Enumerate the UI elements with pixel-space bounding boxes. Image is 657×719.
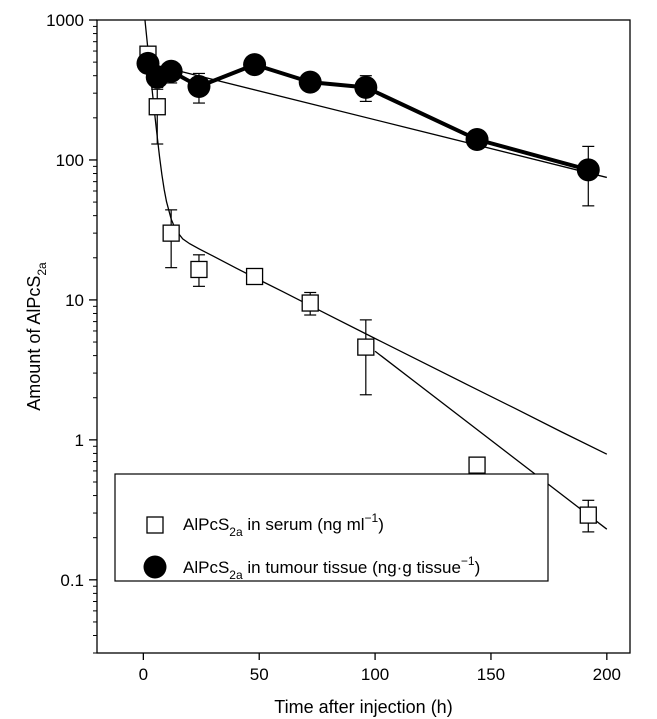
serum-point <box>468 456 486 474</box>
x-tick-label: 150 <box>477 665 505 684</box>
tumour-point <box>576 158 600 182</box>
y-axis-title: Amount of AlPcS2a <box>24 262 49 411</box>
tumour-point <box>298 70 322 94</box>
x-tick-label: 100 <box>361 665 389 684</box>
y-tick-label: 0.1 <box>60 571 84 590</box>
x-tick-label: 0 <box>139 665 148 684</box>
legend-marker-filled-circle <box>143 555 167 579</box>
legend-label-serum: AlPcS2a in serum (ng ml−1) <box>183 511 384 539</box>
serum-point <box>579 506 597 524</box>
data-markers <box>136 45 600 533</box>
serum-point <box>245 267 264 286</box>
legend-marker-open-square <box>146 516 164 534</box>
serum-fit-curve <box>144 20 608 455</box>
serum-point <box>162 224 180 242</box>
x-axis: 0 50 100 150 200 <box>139 653 621 684</box>
legend-label-tumour: AlPcS2a in tumour tissue (ng·g tissue−1) <box>183 554 480 582</box>
legend: AlPcS2a in serum (ng ml−1) AlPcS2a in tu… <box>114 473 549 582</box>
y-axis: 0.1 1 10 100 1000 <box>46 11 97 654</box>
y-tick-label: 1000 <box>46 11 84 30</box>
legend-box <box>114 473 549 582</box>
y-tick-label: 100 <box>56 151 84 170</box>
legend-entry-tumour: AlPcS2a in tumour tissue (ng·g tissue−1) <box>143 554 480 582</box>
plot-area <box>96 19 631 654</box>
legend-entry-serum: AlPcS2a in serum (ng ml−1) <box>146 511 384 539</box>
y-tick-label: 10 <box>65 291 84 310</box>
serum-point <box>148 98 166 116</box>
serum-fit-tail <box>374 350 608 530</box>
x-tick-label: 50 <box>250 665 269 684</box>
x-tick-label: 200 <box>593 665 621 684</box>
tumour-point <box>465 128 489 152</box>
serum-point <box>301 294 319 312</box>
serum-point <box>357 338 375 356</box>
tumour-point <box>354 75 378 99</box>
x-axis-title: Time after injection (h) <box>274 697 452 717</box>
y-tick-label: 1 <box>75 431 84 450</box>
plot-border <box>96 19 631 654</box>
tumour-point <box>159 59 183 83</box>
tumour-fit-line <box>143 61 607 179</box>
tumour-point <box>243 53 267 77</box>
serum-point <box>190 260 208 279</box>
tumour-point <box>187 74 211 98</box>
